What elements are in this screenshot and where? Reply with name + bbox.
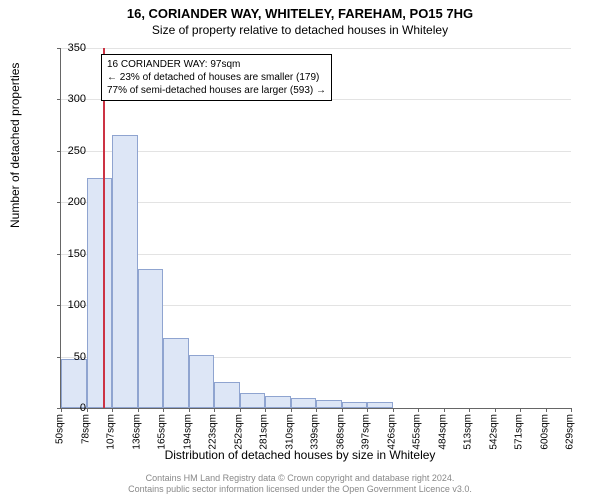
xtick-mark: [546, 408, 547, 412]
xtick-mark: [189, 408, 190, 412]
xtick-mark: [571, 408, 572, 412]
histogram-bar: [342, 402, 368, 408]
ytick-label: 50: [56, 351, 86, 363]
gridline: [61, 202, 571, 203]
xtick-mark: [418, 408, 419, 412]
xtick-mark: [367, 408, 368, 412]
ytick-label: 300: [56, 93, 86, 105]
xtick-label: 426sqm: [386, 414, 397, 450]
histogram-bar: [87, 178, 113, 408]
xtick-mark: [240, 408, 241, 412]
xtick-label: 455sqm: [412, 414, 423, 450]
xtick-mark: [520, 408, 521, 412]
ytick-label: 0: [56, 402, 86, 414]
histogram-bar: [138, 269, 164, 408]
xtick-mark: [291, 408, 292, 412]
xtick-label: 542sqm: [488, 414, 499, 450]
xtick-label: 165sqm: [157, 414, 168, 450]
footer-line2: Contains public sector information licen…: [0, 484, 600, 496]
xtick-mark: [214, 408, 215, 412]
property-marker-line: [103, 48, 105, 408]
histogram-bar: [240, 393, 266, 408]
xtick-label: 397sqm: [361, 414, 372, 450]
annotation-line2: ← 23% of detached of houses are smaller …: [107, 71, 326, 84]
histogram-bar: [163, 338, 189, 408]
xtick-label: 78sqm: [80, 414, 91, 444]
xtick-mark: [112, 408, 113, 412]
xtick-label: 223sqm: [208, 414, 219, 450]
xtick-label: 368sqm: [335, 414, 346, 450]
xtick-mark: [265, 408, 266, 412]
histogram-bar: [291, 398, 317, 408]
xtick-label: 310sqm: [284, 414, 295, 450]
gridline: [61, 151, 571, 152]
xtick-label: 600sqm: [539, 414, 550, 450]
xtick-label: 107sqm: [106, 414, 117, 450]
plot-region: 16 CORIANDER WAY: 97sqm← 23% of detached…: [60, 48, 571, 409]
title-sub: Size of property relative to detached ho…: [0, 21, 600, 37]
xtick-mark: [316, 408, 317, 412]
histogram-bar: [316, 400, 342, 408]
gridline: [61, 254, 571, 255]
xtick-mark: [495, 408, 496, 412]
xtick-mark: [342, 408, 343, 412]
xtick-label: 571sqm: [514, 414, 525, 450]
ytick-label: 100: [56, 299, 86, 311]
xtick-label: 281sqm: [259, 414, 270, 450]
gridline: [61, 48, 571, 49]
footer-line1: Contains HM Land Registry data © Crown c…: [0, 473, 600, 485]
histogram-bar: [367, 402, 393, 408]
ytick-label: 350: [56, 42, 86, 54]
xtick-mark: [163, 408, 164, 412]
ytick-label: 150: [56, 248, 86, 260]
xtick-label: 484sqm: [437, 414, 448, 450]
xtick-label: 252sqm: [233, 414, 244, 450]
xtick-label: 50sqm: [55, 414, 66, 444]
xtick-label: 629sqm: [565, 414, 576, 450]
xtick-mark: [87, 408, 88, 412]
chart-area: 16 CORIANDER WAY: 97sqm← 23% of detached…: [60, 48, 570, 408]
ytick-label: 200: [56, 196, 86, 208]
annotation-line1: 16 CORIANDER WAY: 97sqm: [107, 58, 326, 71]
xtick-label: 194sqm: [182, 414, 193, 450]
annotation-box: 16 CORIANDER WAY: 97sqm← 23% of detached…: [101, 54, 332, 101]
histogram-bar: [61, 359, 87, 408]
y-axis-label: Number of detached properties: [8, 63, 22, 228]
xtick-label: 339sqm: [310, 414, 321, 450]
xtick-mark: [393, 408, 394, 412]
x-axis-label: Distribution of detached houses by size …: [0, 448, 600, 462]
xtick-label: 513sqm: [463, 414, 474, 450]
xtick-mark: [469, 408, 470, 412]
xtick-mark: [444, 408, 445, 412]
ytick-label: 250: [56, 145, 86, 157]
title-main: 16, CORIANDER WAY, WHITELEY, FAREHAM, PO…: [0, 0, 600, 21]
xtick-label: 136sqm: [131, 414, 142, 450]
histogram-bar: [214, 382, 240, 408]
histogram-bar: [112, 135, 138, 408]
xtick-mark: [138, 408, 139, 412]
footer-attribution: Contains HM Land Registry data © Crown c…: [0, 473, 600, 496]
histogram-bar: [265, 396, 291, 408]
chart-container: 16, CORIANDER WAY, WHITELEY, FAREHAM, PO…: [0, 0, 600, 500]
annotation-line3: 77% of semi-detached houses are larger (…: [107, 84, 326, 97]
histogram-bar: [189, 355, 215, 408]
